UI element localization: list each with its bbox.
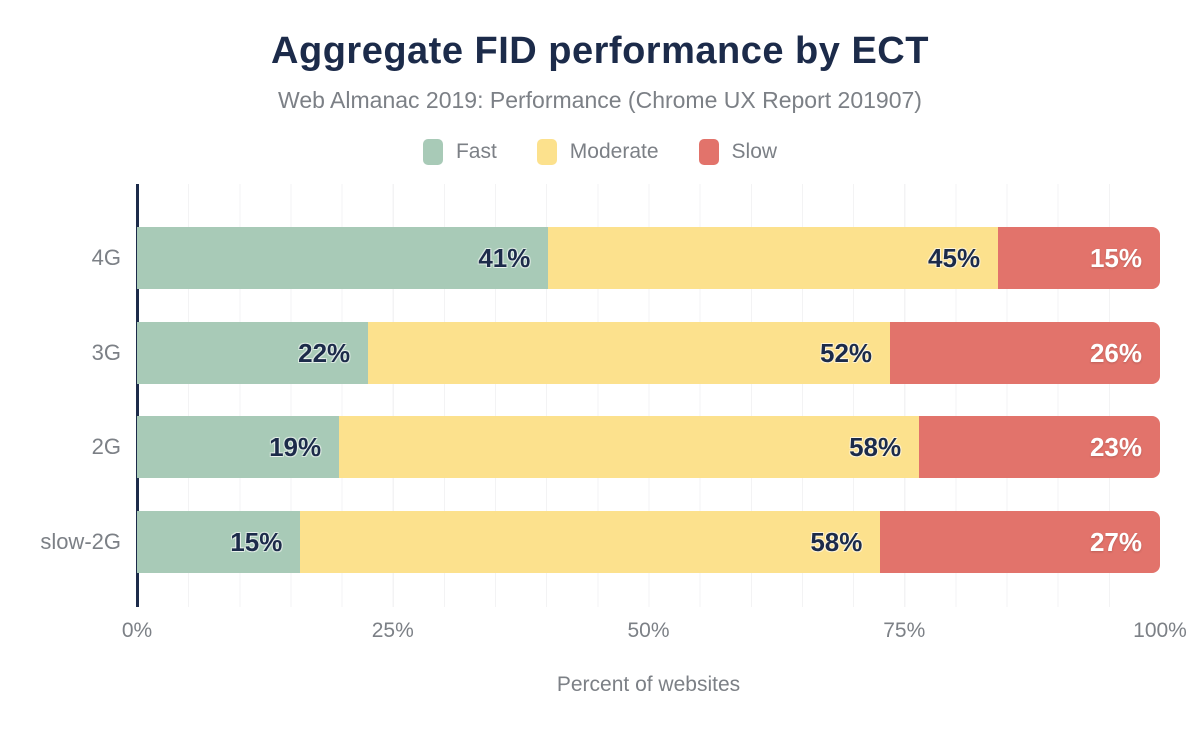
bar-segment-3g-fast: 22% bbox=[137, 322, 369, 384]
legend-item-slow[interactable]: Slow bbox=[698, 139, 778, 165]
category-label-slow-2g: slow-2G bbox=[40, 529, 121, 554]
bar-segment-4g-moderate: 45% bbox=[548, 227, 999, 289]
bar-segment-3g-slow: 26% bbox=[890, 322, 1160, 384]
legend-item-fast[interactable]: Fast bbox=[422, 139, 497, 165]
value-label-2g-fast: 19% bbox=[269, 431, 322, 462]
legend-item-moderate[interactable]: Moderate bbox=[536, 139, 659, 165]
legend-label-moderate: Moderate bbox=[569, 140, 659, 163]
value-label-3g-fast: 22% bbox=[298, 337, 351, 368]
legend-label-fast: Fast bbox=[455, 140, 497, 163]
bar-segment-4g-fast: 41% bbox=[137, 227, 549, 289]
bar-segment-2g-slow: 23% bbox=[919, 416, 1160, 478]
x-tick-25: 25% bbox=[371, 619, 414, 642]
category-label-2g: 2G bbox=[91, 434, 121, 459]
bar-row-2g: 2G 19% 58% 23% bbox=[92, 416, 1160, 478]
bar-row-3g: 3G 22% 52% 26% bbox=[92, 322, 1160, 384]
x-axis-title: Percent of websites bbox=[556, 673, 741, 696]
legend-swatch-slow bbox=[698, 139, 719, 165]
x-tick-50: 50% bbox=[627, 619, 670, 642]
value-label-slow-2g-slow: 27% bbox=[1089, 526, 1142, 557]
x-tick-0: 0% bbox=[121, 619, 153, 642]
category-label-4g: 4G bbox=[91, 245, 121, 270]
bar-segment-slow-2g-fast: 15% bbox=[137, 511, 301, 573]
x-tick-100: 100% bbox=[1133, 619, 1187, 642]
bar-row-slow-2g: slow-2G 15% 58% 27% bbox=[40, 511, 1160, 573]
bar-segment-3g-moderate: 52% bbox=[368, 322, 891, 384]
chart-subtitle: Web Almanac 2019: Performance (Chrome UX… bbox=[278, 87, 922, 113]
value-label-4g-fast: 41% bbox=[478, 242, 531, 273]
bar-row-4g: 4G 41% 45% 15% bbox=[92, 227, 1160, 289]
legend: Fast Moderate Slow bbox=[0, 138, 1200, 166]
bar-segment-4g-slow: 15% bbox=[998, 227, 1160, 289]
y-axis-line bbox=[136, 184, 139, 607]
value-label-slow-2g-moderate: 58% bbox=[810, 526, 863, 557]
legend-swatch-fast bbox=[422, 139, 443, 165]
legend-label-slow: Slow bbox=[731, 140, 778, 163]
x-axis-ticks: 0% 25% 50% 75% 100% bbox=[122, 607, 1187, 647]
bar-segment-2g-moderate: 58% bbox=[339, 416, 920, 478]
x-tick-75: 75% bbox=[883, 619, 926, 642]
value-label-3g-moderate: 52% bbox=[820, 337, 873, 368]
value-label-2g-slow: 23% bbox=[1089, 431, 1142, 462]
chart-title: Aggregate FID performance by ECT bbox=[271, 30, 929, 72]
bar-segment-slow-2g-moderate: 58% bbox=[300, 511, 881, 573]
legend-swatch-moderate bbox=[536, 139, 557, 165]
value-label-4g-slow: 15% bbox=[1089, 242, 1142, 273]
bar-segment-slow-2g-slow: 27% bbox=[880, 511, 1160, 573]
value-label-3g-slow: 26% bbox=[1089, 337, 1142, 368]
chart-card: Aggregate FID performance by ECT Web Alm… bbox=[0, 28, 1200, 742]
value-label-2g-moderate: 58% bbox=[849, 431, 902, 462]
value-label-slow-2g-fast: 15% bbox=[230, 526, 283, 557]
category-label-3g: 3G bbox=[91, 340, 121, 365]
value-label-4g-moderate: 45% bbox=[928, 242, 981, 273]
bar-segment-2g-fast: 19% bbox=[137, 416, 340, 478]
plot-area: 4G 41% 45% 15% 3G 22% 52% 26% 2G bbox=[40, 184, 1160, 607]
